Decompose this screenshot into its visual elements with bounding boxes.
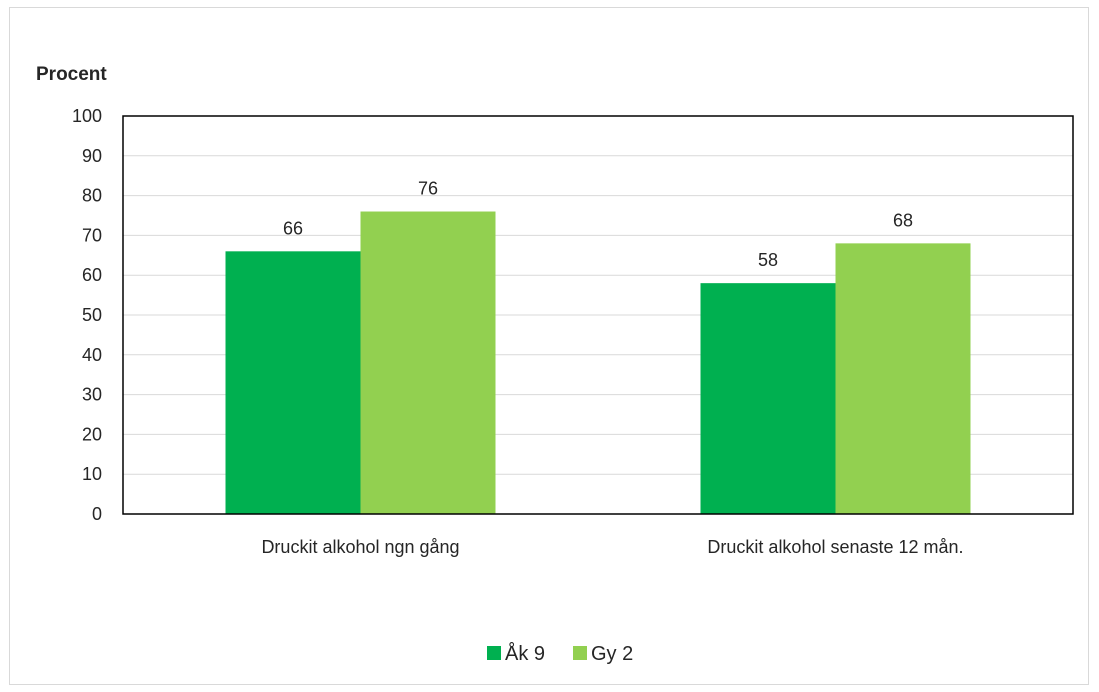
y-axis-ticks: 0 10 20 30 40 50 60 70 80 90 100 [72, 106, 102, 524]
bar-Åk 9-0 [225, 251, 361, 514]
bar-Gy 2-1 [835, 243, 971, 515]
data-label: 58 [758, 250, 778, 270]
y-tick-label: 30 [82, 385, 102, 405]
y-tick-label: 40 [82, 345, 102, 365]
bar-Gy 2-0 [360, 211, 496, 514]
legend: Åk 9 Gy 2 [487, 642, 633, 665]
data-label: 76 [418, 179, 438, 199]
y-tick-label: 90 [82, 146, 102, 166]
data-label: 66 [283, 218, 303, 238]
x-axis-categories: Druckit alkohol ngn gång Druckit alkohol … [261, 537, 963, 557]
data-labels: 66 76 58 68 [283, 179, 913, 271]
chart-frame [9, 7, 1089, 685]
y-tick-label: 100 [72, 106, 102, 126]
y-tick-label: 70 [82, 225, 102, 245]
plot-area [122, 115, 1074, 515]
x-category-label: Druckit alkohol senaste 12 mån. [707, 537, 963, 557]
legend-swatch [573, 646, 587, 660]
data-label: 68 [893, 210, 913, 230]
legend-label: Gy 2 [591, 643, 633, 665]
y-axis-title: Procent [36, 64, 107, 85]
y-tick-label: 10 [82, 464, 102, 484]
y-tick-label: 0 [92, 504, 102, 524]
y-tick-label: 80 [82, 186, 102, 206]
y-tick-label: 60 [82, 265, 102, 285]
legend-swatch [487, 646, 501, 660]
y-tick-label: 50 [82, 305, 102, 325]
bars [225, 211, 971, 515]
legend-label: Åk 9 [505, 642, 545, 665]
bar-Åk 9-1 [700, 283, 836, 514]
x-category-label: Druckit alkohol ngn gång [261, 537, 459, 557]
plot-border [122, 115, 1074, 515]
y-tick-label: 20 [82, 424, 102, 444]
